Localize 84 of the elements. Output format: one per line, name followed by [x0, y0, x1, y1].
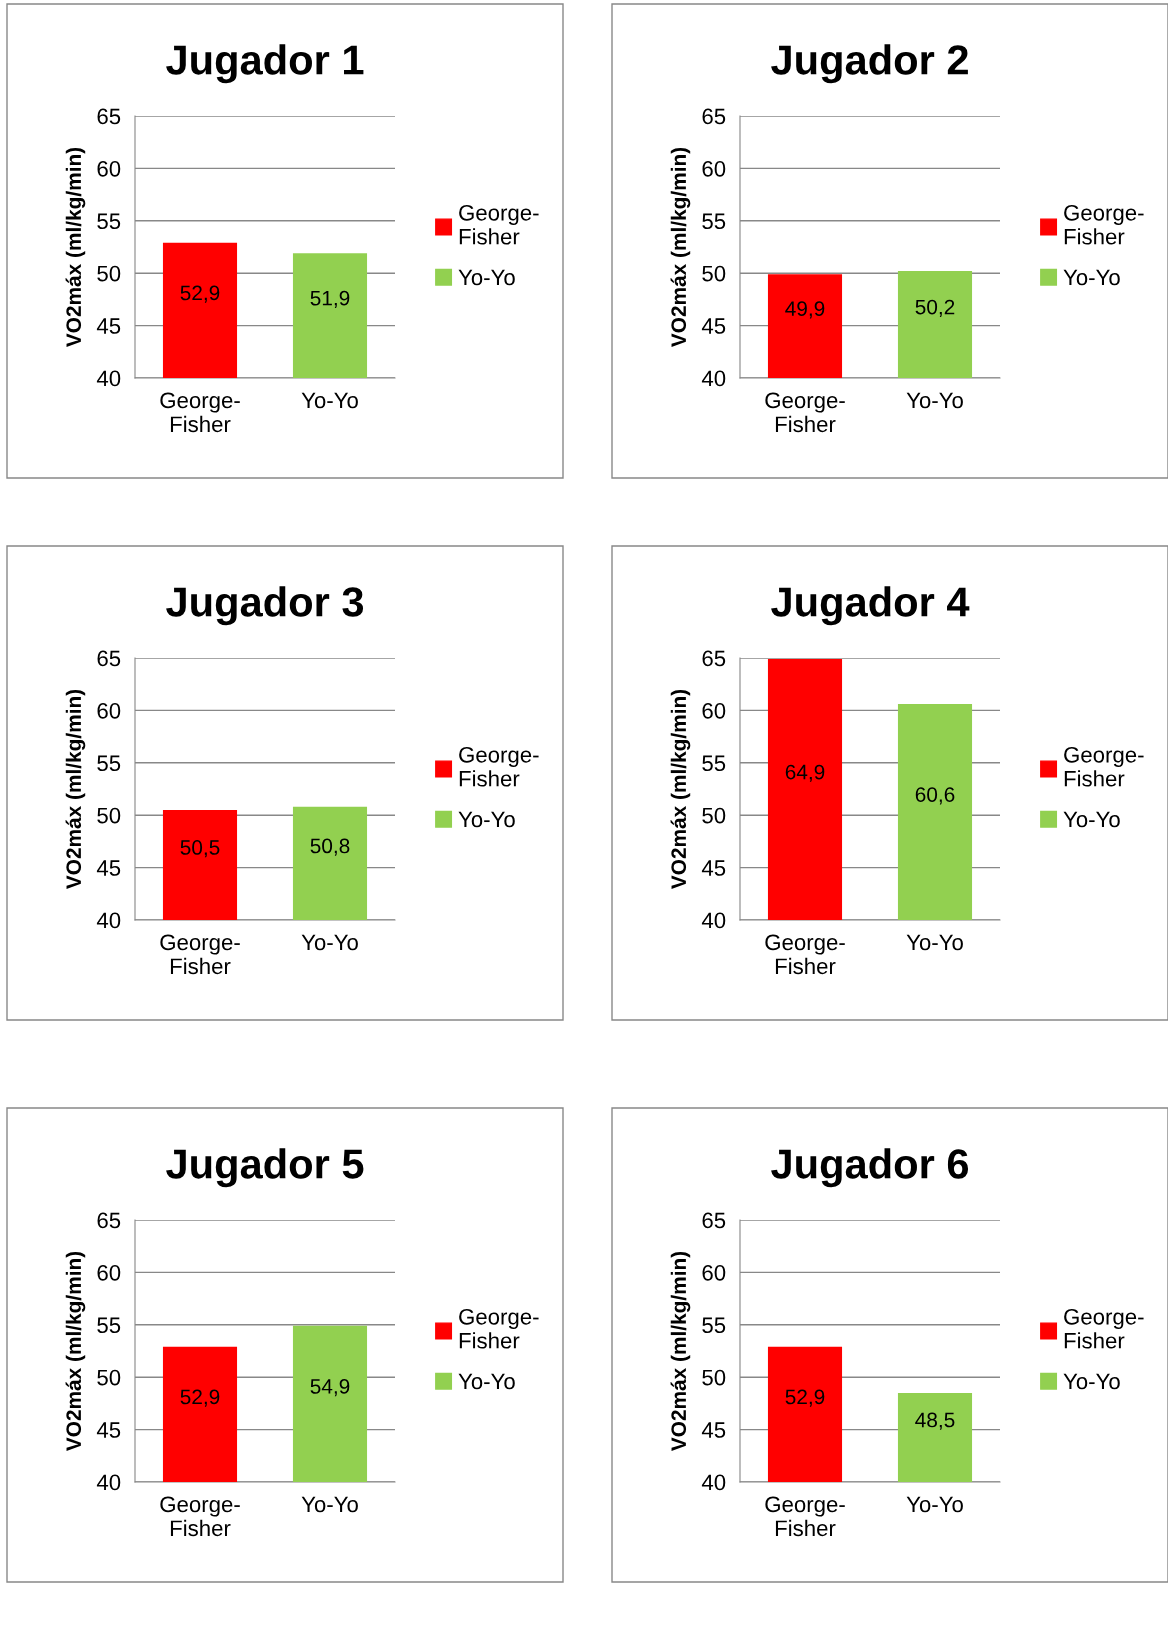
- y-tick-label: 65: [702, 1212, 726, 1229]
- y-axis-title: VO2máx (ml/kg/min): [670, 147, 691, 347]
- legend-label: Yo-Yo: [458, 269, 515, 286]
- y-tick-label: 40: [701, 370, 726, 387]
- y-tick-label: 60: [702, 1264, 726, 1281]
- y-axis-title: VO2máx (ml/kg/min): [670, 1251, 691, 1451]
- legend-label: George-Fisher: [1064, 746, 1144, 787]
- x-tick-label: Yo-Yo: [906, 1496, 963, 1513]
- x-tick-label: George-Fisher: [160, 392, 240, 433]
- y-tick-label: 65: [97, 1212, 121, 1229]
- x-tick-label: George-Fisher: [160, 934, 240, 975]
- data-label: 52,9: [180, 285, 220, 303]
- y-tick-label: 50: [97, 1369, 121, 1386]
- y-axis-title: VO2máx (ml/kg/min): [65, 689, 86, 889]
- data-label: 50,5: [180, 840, 220, 858]
- legend-label: Yo-Yo: [1063, 811, 1120, 828]
- y-tick-label: 55: [702, 755, 726, 772]
- y-tick-label: 45: [96, 860, 121, 876]
- y-tick-label: 45: [701, 1422, 726, 1438]
- legend-label: Yo-Yo: [458, 1373, 515, 1390]
- legend-label: George-Fisher: [459, 1308, 539, 1349]
- y-axis-title: VO2máx (ml/kg/min): [670, 689, 691, 889]
- x-tick-label: Yo-Yo: [301, 392, 358, 409]
- data-label: 50,8: [310, 838, 350, 856]
- data-label: 52,9: [180, 1389, 220, 1407]
- data-label: 48,5: [915, 1412, 955, 1430]
- x-tick-label: Yo-Yo: [906, 392, 963, 409]
- y-tick-label: 60: [702, 702, 726, 719]
- chart-title: Jugador 5: [166, 1148, 364, 1188]
- x-tick-label: Yo-Yo: [906, 934, 963, 951]
- y-tick-label: 60: [97, 1264, 121, 1281]
- data-label: 64,9: [785, 764, 825, 782]
- legend-label: George-Fisher: [1064, 204, 1144, 245]
- y-tick-label: 65: [702, 650, 726, 667]
- y-tick-label: 60: [97, 702, 121, 719]
- legend-label: Yo-Yo: [1063, 1373, 1120, 1390]
- y-tick-label: 40: [96, 912, 121, 929]
- y-tick-label: 55: [702, 1317, 726, 1334]
- y-axis-title: VO2máx (ml/kg/min): [65, 1251, 86, 1451]
- y-tick-label: 40: [96, 1474, 121, 1491]
- y-tick-label: 40: [701, 1474, 726, 1491]
- y-tick-label: 55: [97, 755, 121, 772]
- y-tick-label: 60: [97, 160, 121, 177]
- y-tick-label: 55: [97, 1317, 121, 1334]
- y-tick-label: 40: [701, 912, 726, 929]
- legend-label: Yo-Yo: [1063, 269, 1120, 286]
- x-tick-label: George-Fisher: [765, 934, 845, 975]
- legend-label: George-Fisher: [459, 204, 539, 245]
- y-tick-label: 50: [97, 807, 121, 824]
- y-tick-label: 65: [97, 650, 121, 667]
- x-tick-label: Yo-Yo: [301, 1496, 358, 1513]
- chart-title: Jugador 4: [771, 586, 970, 626]
- y-tick-label: 45: [701, 860, 726, 876]
- x-tick-label: George-Fisher: [765, 392, 845, 433]
- data-label: 50,2: [915, 299, 955, 317]
- y-tick-label: 45: [96, 318, 121, 334]
- legend-label: George-Fisher: [459, 746, 539, 787]
- y-tick-label: 50: [702, 807, 726, 824]
- chart-title: Jugador 1: [166, 44, 364, 84]
- y-tick-label: 40: [96, 370, 121, 387]
- y-tick-label: 45: [701, 318, 726, 334]
- x-tick-label: George-Fisher: [765, 1496, 845, 1537]
- y-tick-label: 60: [702, 160, 726, 177]
- y-tick-label: 55: [97, 213, 121, 230]
- y-tick-label: 50: [97, 265, 121, 282]
- data-label: 60,6: [915, 787, 955, 805]
- x-tick-label: Yo-Yo: [301, 934, 358, 951]
- y-tick-label: 50: [702, 1369, 726, 1386]
- data-label: 54,9: [310, 1379, 350, 1397]
- x-tick-label: George-Fisher: [160, 1496, 240, 1537]
- y-tick-label: 45: [96, 1422, 121, 1438]
- legend-label: Yo-Yo: [458, 811, 515, 828]
- chart-title: Jugador 2: [771, 44, 968, 84]
- legend-label: George-Fisher: [1064, 1308, 1144, 1349]
- y-tick-label: 65: [97, 108, 121, 125]
- y-tick-label: 55: [702, 213, 726, 230]
- chart-title: Jugador 3: [166, 586, 364, 626]
- y-axis-title: VO2máx (ml/kg/min): [65, 147, 86, 347]
- data-label: 52,9: [785, 1389, 825, 1407]
- data-label: 49,9: [785, 301, 825, 319]
- y-tick-label: 65: [702, 108, 726, 125]
- data-label: 51,9: [310, 290, 350, 308]
- y-tick-label: 50: [702, 265, 726, 282]
- chart-title: Jugador 6: [771, 1148, 969, 1188]
